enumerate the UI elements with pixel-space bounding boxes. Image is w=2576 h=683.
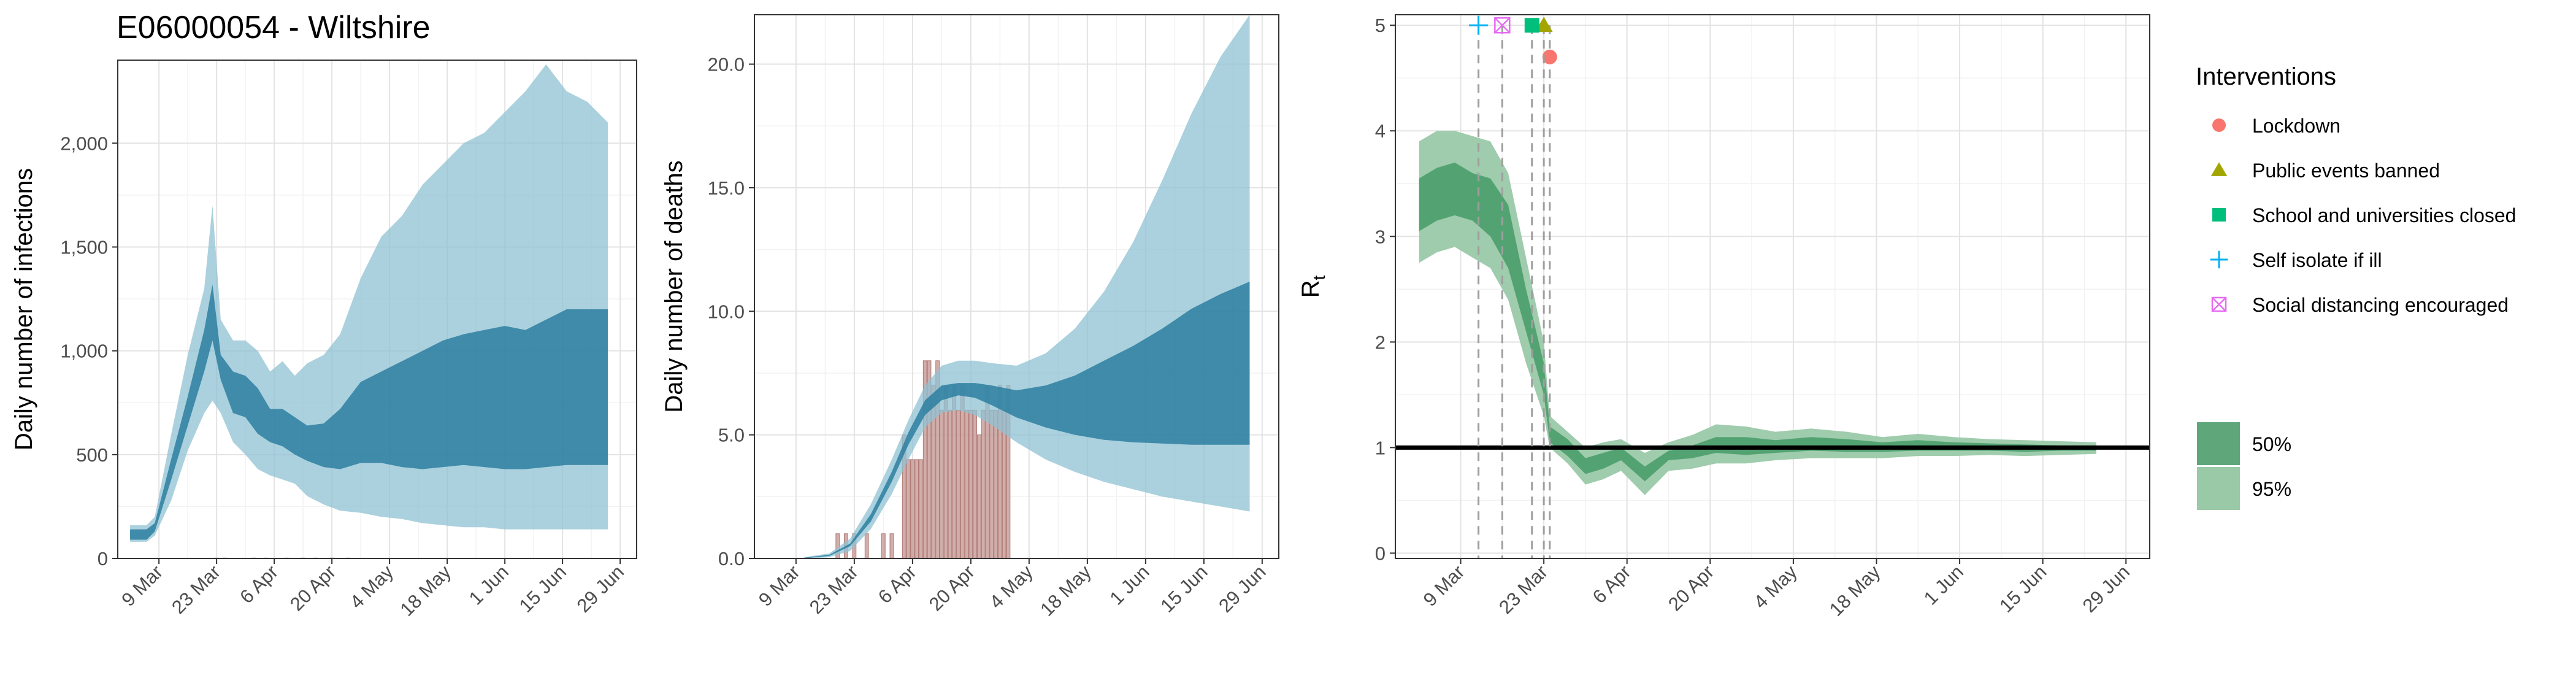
panel-border bbox=[754, 14, 1279, 559]
x-tick-label: 6 Apr bbox=[874, 561, 921, 608]
x-tick-label: 4 May bbox=[1749, 561, 1801, 613]
legend-key-icon bbox=[2210, 162, 2228, 176]
y-tick-label: 2 bbox=[1375, 331, 1386, 353]
observed-bar bbox=[989, 409, 994, 559]
legend-key-icon bbox=[2211, 296, 2227, 312]
observed-bar bbox=[973, 409, 978, 559]
x-tick-label: 15 Jun bbox=[515, 561, 571, 617]
observed-bar bbox=[952, 385, 957, 559]
observed-bar bbox=[914, 459, 919, 559]
y-axis-title-subscript: t bbox=[1309, 275, 1328, 280]
x-tick-label: 1 Jun bbox=[465, 561, 513, 609]
legend-label: Social distancing encouraged bbox=[2252, 294, 2509, 316]
x-tick-label: 29 Jun bbox=[1214, 561, 1270, 617]
y-tick-label: 15.0 bbox=[708, 177, 745, 199]
observed-bar bbox=[910, 459, 915, 559]
intervention-marker bbox=[1494, 17, 1511, 34]
x-tick-label: 23 Mar bbox=[167, 561, 224, 618]
legend-key-icon bbox=[2212, 208, 2226, 222]
y-tick-label: 5.0 bbox=[718, 425, 745, 446]
x-tick-label: 15 Jun bbox=[1156, 561, 1212, 617]
y-tick-label: 1,000 bbox=[60, 341, 108, 362]
x-tick-label: 29 Jun bbox=[2079, 561, 2134, 617]
x-tick-label: 6 Apr bbox=[236, 561, 282, 608]
observed-bar bbox=[864, 533, 869, 559]
x-tick-label: 1 Jun bbox=[1105, 561, 1153, 609]
legend-label: Self isolate if ill bbox=[2252, 249, 2382, 271]
rt-panel: 0 1 2 3 4 5 9 Mar 23 Mar 6 Apr 20 Apr 4 May 18 May 1… bbox=[1297, 14, 2150, 620]
y-axis-title: Rt bbox=[1297, 275, 1328, 298]
legend-band-swatch bbox=[2197, 467, 2240, 510]
y-tick-label: 2,000 bbox=[60, 133, 108, 154]
y-tick-label: 20.0 bbox=[708, 54, 745, 75]
legend-title: Interventions bbox=[2196, 63, 2336, 90]
observed-bar bbox=[889, 533, 894, 559]
intervention-marker bbox=[1535, 17, 1553, 33]
panel-border bbox=[1395, 14, 2150, 559]
legend-label: Public events banned bbox=[2252, 160, 2440, 182]
panel-border bbox=[117, 60, 637, 559]
legend-key-icon bbox=[2212, 118, 2226, 132]
x-tick-label: 1 Jun bbox=[1920, 561, 1968, 609]
band-50 bbox=[130, 284, 608, 540]
x-tick-label: 9 Mar bbox=[117, 561, 167, 611]
y-tick-label: 0.0 bbox=[718, 548, 745, 569]
legend-label: Lockdown bbox=[2252, 115, 2340, 137]
y-tick-label: 0 bbox=[1375, 542, 1386, 564]
observed-bar bbox=[968, 409, 973, 559]
x-tick-label: 29 Jun bbox=[573, 561, 629, 617]
legend: Interventions Lockdown Public events banne… bbox=[2196, 63, 2516, 510]
y-tick-label: 1,500 bbox=[60, 237, 108, 258]
infections-panel: 0 500 1,000 1,500 2,000 9 Mar 23 Mar 6 Apr 20 Ap… bbox=[10, 60, 637, 620]
observed-bar bbox=[881, 533, 886, 559]
intervention-marker bbox=[1542, 49, 1557, 64]
band-50 bbox=[804, 281, 1250, 558]
observed-bar bbox=[956, 409, 960, 559]
legend-band-swatch bbox=[2197, 422, 2240, 465]
x-tick-label: 9 Mar bbox=[1419, 561, 1469, 611]
observed-bar bbox=[919, 459, 923, 559]
x-tick-label: 4 May bbox=[346, 561, 398, 613]
x-tick-label: 20 Apr bbox=[1664, 561, 1718, 615]
x-tick-label: 9 Mar bbox=[754, 561, 804, 611]
x-tick-label: 23 Mar bbox=[805, 561, 862, 618]
observed-bar bbox=[977, 434, 981, 559]
observed-bar bbox=[964, 409, 969, 559]
y-axis-title: Daily number of deaths bbox=[661, 160, 688, 412]
x-tick-label: 20 Apr bbox=[286, 561, 340, 615]
y-tick-label: 3 bbox=[1375, 226, 1386, 247]
y-tick-label: 10.0 bbox=[708, 301, 745, 322]
x-tick-label: 18 May bbox=[1036, 561, 1095, 620]
legend-band-label: 50% bbox=[2252, 433, 2291, 455]
legend-band-label: 95% bbox=[2252, 478, 2291, 500]
x-tick-label: 6 Apr bbox=[1589, 561, 1635, 608]
x-tick-label: 4 May bbox=[985, 561, 1037, 613]
y-tick-label: 5 bbox=[1375, 15, 1386, 36]
intervention-marker bbox=[1468, 15, 1489, 35]
legend-key-icon bbox=[2210, 250, 2228, 269]
y-tick-label: 500 bbox=[76, 444, 108, 466]
y-axis-title: Daily number of infections bbox=[10, 168, 37, 450]
observed-bar bbox=[994, 409, 998, 559]
deaths-panel: 0.0 5.0 10.0 15.0 20.0 9 Mar 23 Mar 6 Apr 20 Apr… bbox=[661, 14, 1279, 620]
intervention-marker bbox=[1524, 18, 1539, 33]
x-tick-label: 20 Apr bbox=[925, 561, 979, 615]
x-tick-label: 23 Mar bbox=[1495, 561, 1552, 618]
legend-label: School and universities closed bbox=[2252, 204, 2516, 226]
x-tick-label: 18 May bbox=[1825, 561, 1885, 620]
figure-title: E06000054 - Wiltshire bbox=[117, 10, 431, 45]
observed-bar bbox=[939, 409, 944, 559]
observed-bar bbox=[906, 459, 911, 559]
band-95 bbox=[1419, 131, 2096, 495]
x-tick-label: 18 May bbox=[396, 561, 455, 620]
observed-bar bbox=[948, 409, 953, 559]
y-tick-label: 0 bbox=[98, 548, 108, 569]
observed-bar bbox=[981, 409, 986, 559]
x-tick-label: 15 Jun bbox=[1995, 561, 2051, 617]
y-tick-label: 4 bbox=[1375, 120, 1386, 142]
y-tick-label: 1 bbox=[1375, 437, 1386, 458]
